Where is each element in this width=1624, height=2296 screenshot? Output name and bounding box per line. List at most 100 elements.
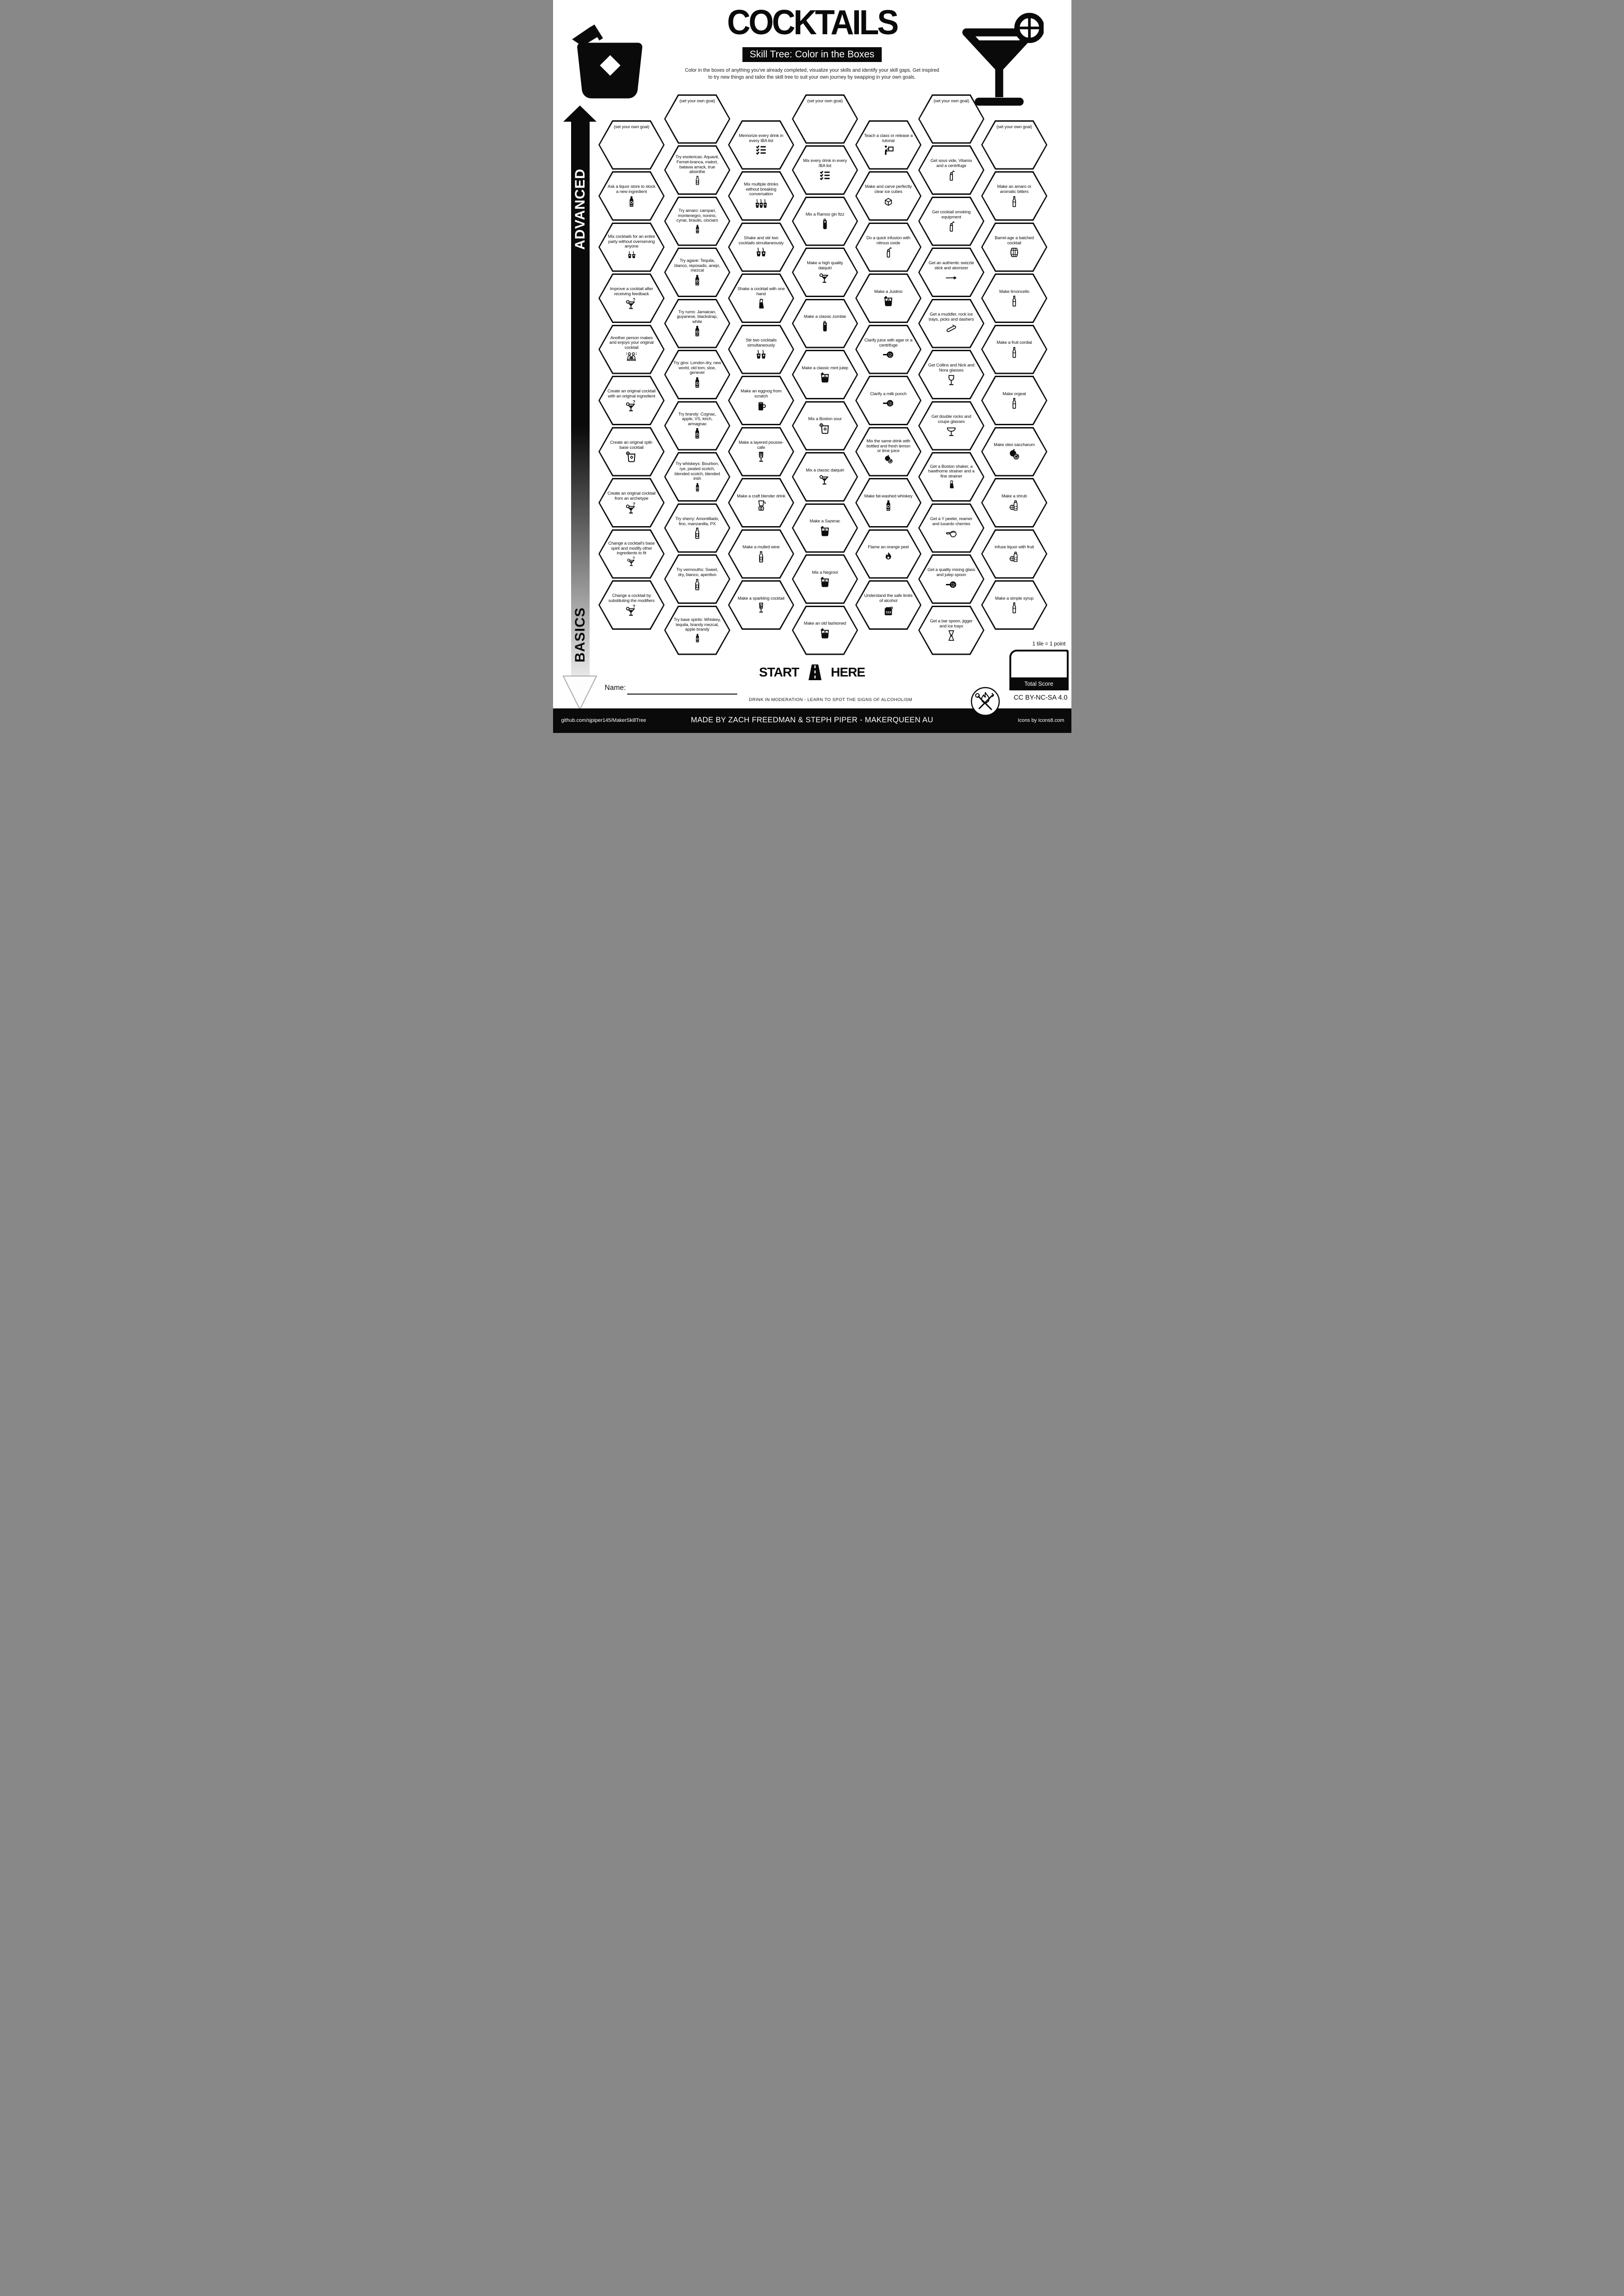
hex-tile[interactable]: Another person makes and enjoys your ori… xyxy=(598,324,665,374)
hex-tile[interactable]: Try base spirits: Whiskey, tequila, bran… xyxy=(664,605,730,655)
hex-tile[interactable]: Make a shrub xyxy=(981,478,1047,527)
hex-tile-goal[interactable]: (set your own goal) xyxy=(792,94,858,144)
hex-tile[interactable]: Make and carve perfectly clear ice cubes xyxy=(855,171,921,221)
hex-label: Make a shrub xyxy=(1002,493,1027,498)
hex-tile[interactable]: Ask a liquor store to stock a new ingred… xyxy=(598,171,665,221)
hex-tile[interactable]: Try whiskeys: Bourbon, rye, peated scotc… xyxy=(664,452,730,502)
hex-label: Shake a cocktail with one hand xyxy=(737,286,785,296)
hex-tile[interactable]: Make a fruit cordial xyxy=(981,324,1047,374)
hex-tile[interactable]: Make a Sazerac xyxy=(792,503,858,553)
hex-content: Shake and stir two cocktails simultaneou… xyxy=(729,223,793,271)
hex-tile[interactable]: Make a mulled wine xyxy=(728,529,794,579)
hex-tile[interactable]: Do a quick infusion with nitrous oxide xyxy=(855,222,921,272)
hex-content: (set your own goal) xyxy=(793,95,857,143)
hex-tile[interactable]: Make a craft blender drink xyxy=(728,478,794,527)
hex-tile[interactable]: Understand the safe limits of alcohol xyxy=(855,580,921,630)
hex-tile-goal[interactable]: (set your own goal) xyxy=(598,120,665,170)
hex-tile[interactable]: Get a muddler, rock ice trays, picks and… xyxy=(918,298,984,348)
hex-label: Improve a cocktail after receiving feedb… xyxy=(610,286,653,296)
hex-tile[interactable]: Shake and stir two cocktails simultaneou… xyxy=(728,222,794,272)
hex-tile[interactable]: Shake a cocktail with one hand xyxy=(728,273,794,323)
rocks-citrus-icon xyxy=(626,451,635,462)
hex-tile[interactable]: Try agave: Tequila, blanco, reposado, an… xyxy=(664,248,730,297)
hex-tile[interactable]: Memorize every drink in every IBA list xyxy=(728,120,794,170)
hex-label: Make a sparkling cocktail xyxy=(738,595,784,601)
hex-tile[interactable]: Infuse liquor with fruit xyxy=(981,529,1047,579)
hex-tile[interactable]: Mix a classic daiquiri xyxy=(792,452,858,502)
hex-tile[interactable]: Make an eggnog from scratch xyxy=(728,376,794,425)
hex-tile[interactable]: Make a classic mint julep xyxy=(792,350,858,399)
hex-tile[interactable]: Stir two cocktails simultaneously xyxy=(728,324,794,374)
hex-tile-goal[interactable]: (set your own goal) xyxy=(981,120,1047,170)
hex-tile[interactable]: Make a sparkling cocktail xyxy=(728,580,794,630)
repo-link[interactable]: github.com/sjpiper145/MakerSkillTree xyxy=(561,718,647,723)
hex-tile[interactable]: Get sous vide, Vitamix and a centrifuge xyxy=(918,145,984,195)
hex-content: Mix the same drink with bottled and fres… xyxy=(857,428,920,475)
hex-tile[interactable]: Try vermouths: Sweet, dry, bianco, aperi… xyxy=(664,554,730,604)
hex-tile[interactable]: Make an amaro or aromatic bitters xyxy=(981,171,1047,221)
hex-tile[interactable]: Get an authentic swizzle stick and atomi… xyxy=(918,248,984,297)
hex-tile[interactable]: Improve a cocktail after receiving feedb… xyxy=(598,273,665,323)
hex-tile[interactable]: Try brandy: Cognac, apple, VS, kirch, ar… xyxy=(664,401,730,451)
page-title: COCKTAILS xyxy=(727,2,899,42)
hex-tile[interactable]: Get a Y peeler, reamer and luxardo cherr… xyxy=(918,503,984,553)
hex-tile[interactable]: Get a quality mixing glass and julep spo… xyxy=(918,554,984,604)
hex-tile[interactable]: Make a layered pousse-cafe xyxy=(728,427,794,477)
strainer-icon xyxy=(883,351,894,358)
hex-tile[interactable]: Create an original cocktail from an arch… xyxy=(598,478,665,527)
hex-tile[interactable]: Mix multiple drinks without breaking con… xyxy=(728,171,794,221)
hex-tile[interactable]: Mix every drink in every IBA list xyxy=(792,145,858,195)
hex-tile[interactable]: Get a bar spoon, jigger and ice trays xyxy=(918,605,984,655)
hex-tile[interactable]: Mix cocktails for an entire party withou… xyxy=(598,222,665,272)
wine-bottle-icon xyxy=(696,175,699,185)
hex-label: Make a fruit cordial xyxy=(996,340,1032,345)
hex-tile[interactable]: Try sherry: Amontillado, fino, manzanill… xyxy=(664,503,730,553)
icons-credit-link[interactable]: Icons by Icons8.com xyxy=(1018,718,1064,723)
hex-tile[interactable]: Try rums: Jamaican, guyanese, blackstrap… xyxy=(664,298,730,348)
hex-content: Mix a Boston sour xyxy=(793,402,857,449)
hex-label: Mix a classic daiquiri xyxy=(806,467,844,472)
hex-tile[interactable]: Get cocktail smoking equipment xyxy=(918,196,984,246)
hex-tile[interactable]: Mix the same drink with bottled and fres… xyxy=(855,427,921,477)
hex-tile[interactable]: Mix a Boston sour xyxy=(792,401,858,451)
hex-tile[interactable]: Clarify juice with agar or a centrifuge xyxy=(855,324,921,374)
hex-tile[interactable]: Make a high quality daiquiri xyxy=(792,248,858,297)
total-score-box[interactable] xyxy=(1011,652,1067,677)
hex-tile[interactable]: Change a cocktail by substituting the mo… xyxy=(598,580,665,630)
hex-tile-goal[interactable]: (set your own goal) xyxy=(664,94,730,144)
hex-tile[interactable]: Mix a Negroni xyxy=(792,554,858,604)
shaker-icon xyxy=(759,298,765,309)
hex-content: Another person makes and enjoys your ori… xyxy=(600,326,663,373)
hex-content: Get cocktail smoking equipment xyxy=(920,198,983,245)
hex-tile[interactable]: Make oleo saccharum xyxy=(981,427,1047,477)
hex-tile[interactable]: Flame an orange peel xyxy=(855,529,921,579)
hex-tile[interactable]: Make orgeat xyxy=(981,376,1047,425)
hex-tile[interactable]: Get double rocks and coupe glasses xyxy=(918,401,984,451)
hex-tile[interactable]: Try esotericas: Aquavit, Fernet-branca, … xyxy=(664,145,730,195)
hex-tile[interactable]: Make limoncello xyxy=(981,273,1047,323)
hex-tile-goal[interactable]: (set your own goal) xyxy=(918,94,984,144)
hex-tile[interactable]: Try gins: London dry, new world, old tom… xyxy=(664,350,730,399)
hex-label: Create an original cocktail from an arch… xyxy=(607,490,656,501)
hex-tile[interactable]: Get a Boston shaker, a hawthorne straine… xyxy=(918,452,984,502)
hex-tile[interactable]: Create an original cocktail with an orig… xyxy=(598,376,665,425)
hex-tile[interactable]: Try amaro: campari, montenegro, nonino, … xyxy=(664,196,730,246)
hex-tile[interactable]: Barrel-age a batched cocktail xyxy=(981,222,1047,272)
hex-tile[interactable]: Make a classic zombie xyxy=(792,298,858,348)
hex-tile[interactable]: Get Collins and Nick and Nora glasses xyxy=(918,350,984,399)
hex-tile[interactable]: Make fat-washed whiskey xyxy=(855,478,921,527)
slim-bottle-icon xyxy=(1012,347,1016,358)
hex-tile[interactable]: Make a simple syrup xyxy=(981,580,1047,630)
hex-tile[interactable]: Mix a Ramos gin fizz xyxy=(792,196,858,246)
hex-content: Mix cocktails for an entire party withou… xyxy=(600,223,663,271)
martini-question-icon xyxy=(626,604,636,616)
hex-tile[interactable]: Create an original split-base cocktail xyxy=(598,427,665,477)
name-input-line[interactable] xyxy=(627,694,737,695)
hex-tile[interactable]: Change a cocktail's base spirit and modi… xyxy=(598,529,665,579)
hex-tile[interactable]: Teach a class or release a tutorial xyxy=(855,120,921,170)
hex-tile[interactable]: Clarify a milk punch xyxy=(855,376,921,425)
ice-cube-icon xyxy=(884,198,892,206)
hex-tile[interactable]: Make a Justino xyxy=(855,273,921,323)
hex-label: Create an original split-base cocktail xyxy=(610,439,653,450)
hex-tile[interactable]: Make an old fashioned xyxy=(792,605,858,655)
